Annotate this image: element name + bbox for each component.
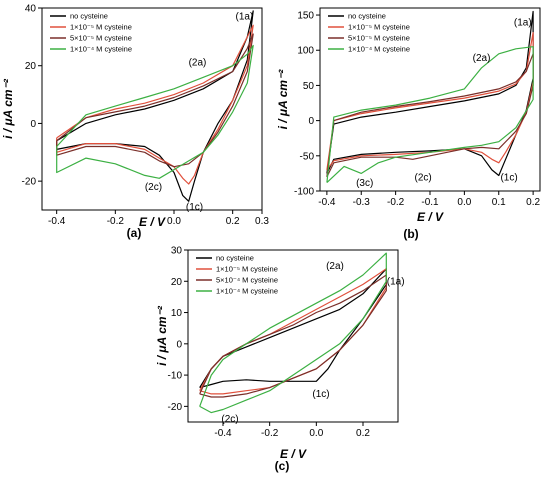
y-tick-label: 20 xyxy=(25,61,37,72)
x-tick-label: 0.0 xyxy=(167,216,181,227)
x-tick-label: 0.0 xyxy=(457,197,471,208)
series-group xyxy=(326,10,534,184)
annotation-label: (1a) xyxy=(514,18,532,29)
annotation-label: (1a) xyxy=(236,12,254,23)
annotation-label: (2c) xyxy=(145,182,162,193)
x-axis-title: E / V xyxy=(417,210,444,224)
series-line xyxy=(56,33,254,168)
series-line xyxy=(326,46,534,184)
x-tick-label: -0.2 xyxy=(261,428,279,439)
y-axis-title: i / μA cm⁻² xyxy=(155,305,169,366)
y-axis-title: i / μA cm⁻² xyxy=(276,69,290,130)
x-tick-label: 0.0 xyxy=(309,428,323,439)
legend-entry: 1×10⁻⁵ M cysteine xyxy=(216,265,278,274)
y-tick-label: -100 xyxy=(294,187,314,198)
x-tick-label: 0.1 xyxy=(492,197,506,208)
x-tick-label: 0.2 xyxy=(356,428,370,439)
series-line xyxy=(199,268,387,389)
y-tick-label: 0 xyxy=(308,116,314,127)
y-tick-label: 0 xyxy=(176,339,182,350)
legend-entry: 1×10⁻⁴ M cysteine xyxy=(348,45,410,54)
legend-entry: 5×10⁻⁵ M cysteine xyxy=(348,34,410,43)
series-line xyxy=(56,24,254,185)
panel-label: (c) xyxy=(275,459,290,473)
annotation-label: (1c) xyxy=(186,202,203,213)
y-axis-title: i / μA cm⁻² xyxy=(1,78,15,139)
y-tick-label: -20 xyxy=(22,177,37,188)
y-tick-label: 50 xyxy=(303,81,315,92)
y-tick-label: -10 xyxy=(168,371,183,382)
x-axis-title: E / V xyxy=(280,447,307,461)
legend-entry: 5×10⁻⁵ M cysteine xyxy=(70,34,132,43)
y-tick-label: -50 xyxy=(300,151,315,162)
panel-a: -0.4 -0.2 0.0 0.2 0.3 -20 0 20 40 E / V i / μA cm⁻… xyxy=(1,4,269,241)
y-tick-label: 20 xyxy=(171,277,183,288)
x-tick-label: 0.2 xyxy=(526,197,540,208)
x-tick-label: -0.1 xyxy=(421,197,439,208)
series-group xyxy=(199,252,387,414)
annotation-label: (2a) xyxy=(473,53,491,64)
legend-entry: 1×10⁻⁴ M cysteine xyxy=(216,287,278,296)
y-tick-label: 150 xyxy=(297,11,314,22)
annotation-label: (2c) xyxy=(415,172,432,183)
legend-entry: 1×10⁻⁴ M cysteine xyxy=(70,45,132,54)
series-line xyxy=(199,274,387,398)
x-tick-label: 0.2 xyxy=(226,216,240,227)
x-tick-label: -0.2 xyxy=(107,216,125,227)
legend-entry: no cysteine xyxy=(348,12,386,21)
x-tick-label: -0.4 xyxy=(48,216,66,227)
legend-entry: no cysteine xyxy=(216,254,254,263)
series-line xyxy=(56,10,254,202)
annotation-label: (1a) xyxy=(387,276,405,287)
legend-entry: 1×10⁻⁵ M cysteine xyxy=(348,23,410,32)
y-tick-label: 100 xyxy=(297,46,314,57)
y-tick-label: 10 xyxy=(171,308,183,319)
plot-frame xyxy=(187,249,399,423)
panel-label: (a) xyxy=(127,226,142,240)
annotation-label: (2a) xyxy=(326,261,344,272)
annotation-label: (2a) xyxy=(189,58,207,69)
series-line xyxy=(56,44,254,179)
legend-entry: no cysteine xyxy=(70,12,108,21)
series-group xyxy=(56,10,254,202)
series-line xyxy=(199,252,387,414)
annotation-label: (2c) xyxy=(221,414,238,425)
panel-b: -0.4 -0.3 -0.2 -0.1 0.0 0.1 0.2 -100 -50 0 50 100 15… xyxy=(276,7,541,241)
x-tick-label: -0.4 xyxy=(318,197,336,208)
x-tick-label: 0.3 xyxy=(255,216,269,227)
y-tick-label: 0 xyxy=(30,119,36,130)
y-tick-label: 30 xyxy=(171,246,183,257)
y-tick-label: -20 xyxy=(168,402,183,413)
panel-c: -0.4 -0.2 0.0 0.2 -20 -10 0 10 20 30 E / V i / μA c… xyxy=(155,246,405,474)
y-tick-label: 40 xyxy=(25,4,37,15)
plot-frame xyxy=(41,7,263,211)
x-tick-label: -0.3 xyxy=(353,197,371,208)
annotation-label: (1c) xyxy=(312,389,329,400)
x-axis-title: E / V xyxy=(139,215,166,229)
series-line xyxy=(326,53,534,178)
annotation-label: (1c) xyxy=(500,172,517,183)
annotation-label: (3c) xyxy=(356,178,373,189)
panel-label: (b) xyxy=(403,227,418,241)
legend-entry: 5×10⁻⁴ M cysteine xyxy=(216,276,278,285)
x-tick-label: -0.4 xyxy=(214,428,232,439)
legend-entry: 1×10⁻⁵ M cysteine xyxy=(70,23,132,32)
x-tick-label: -0.2 xyxy=(387,197,405,208)
